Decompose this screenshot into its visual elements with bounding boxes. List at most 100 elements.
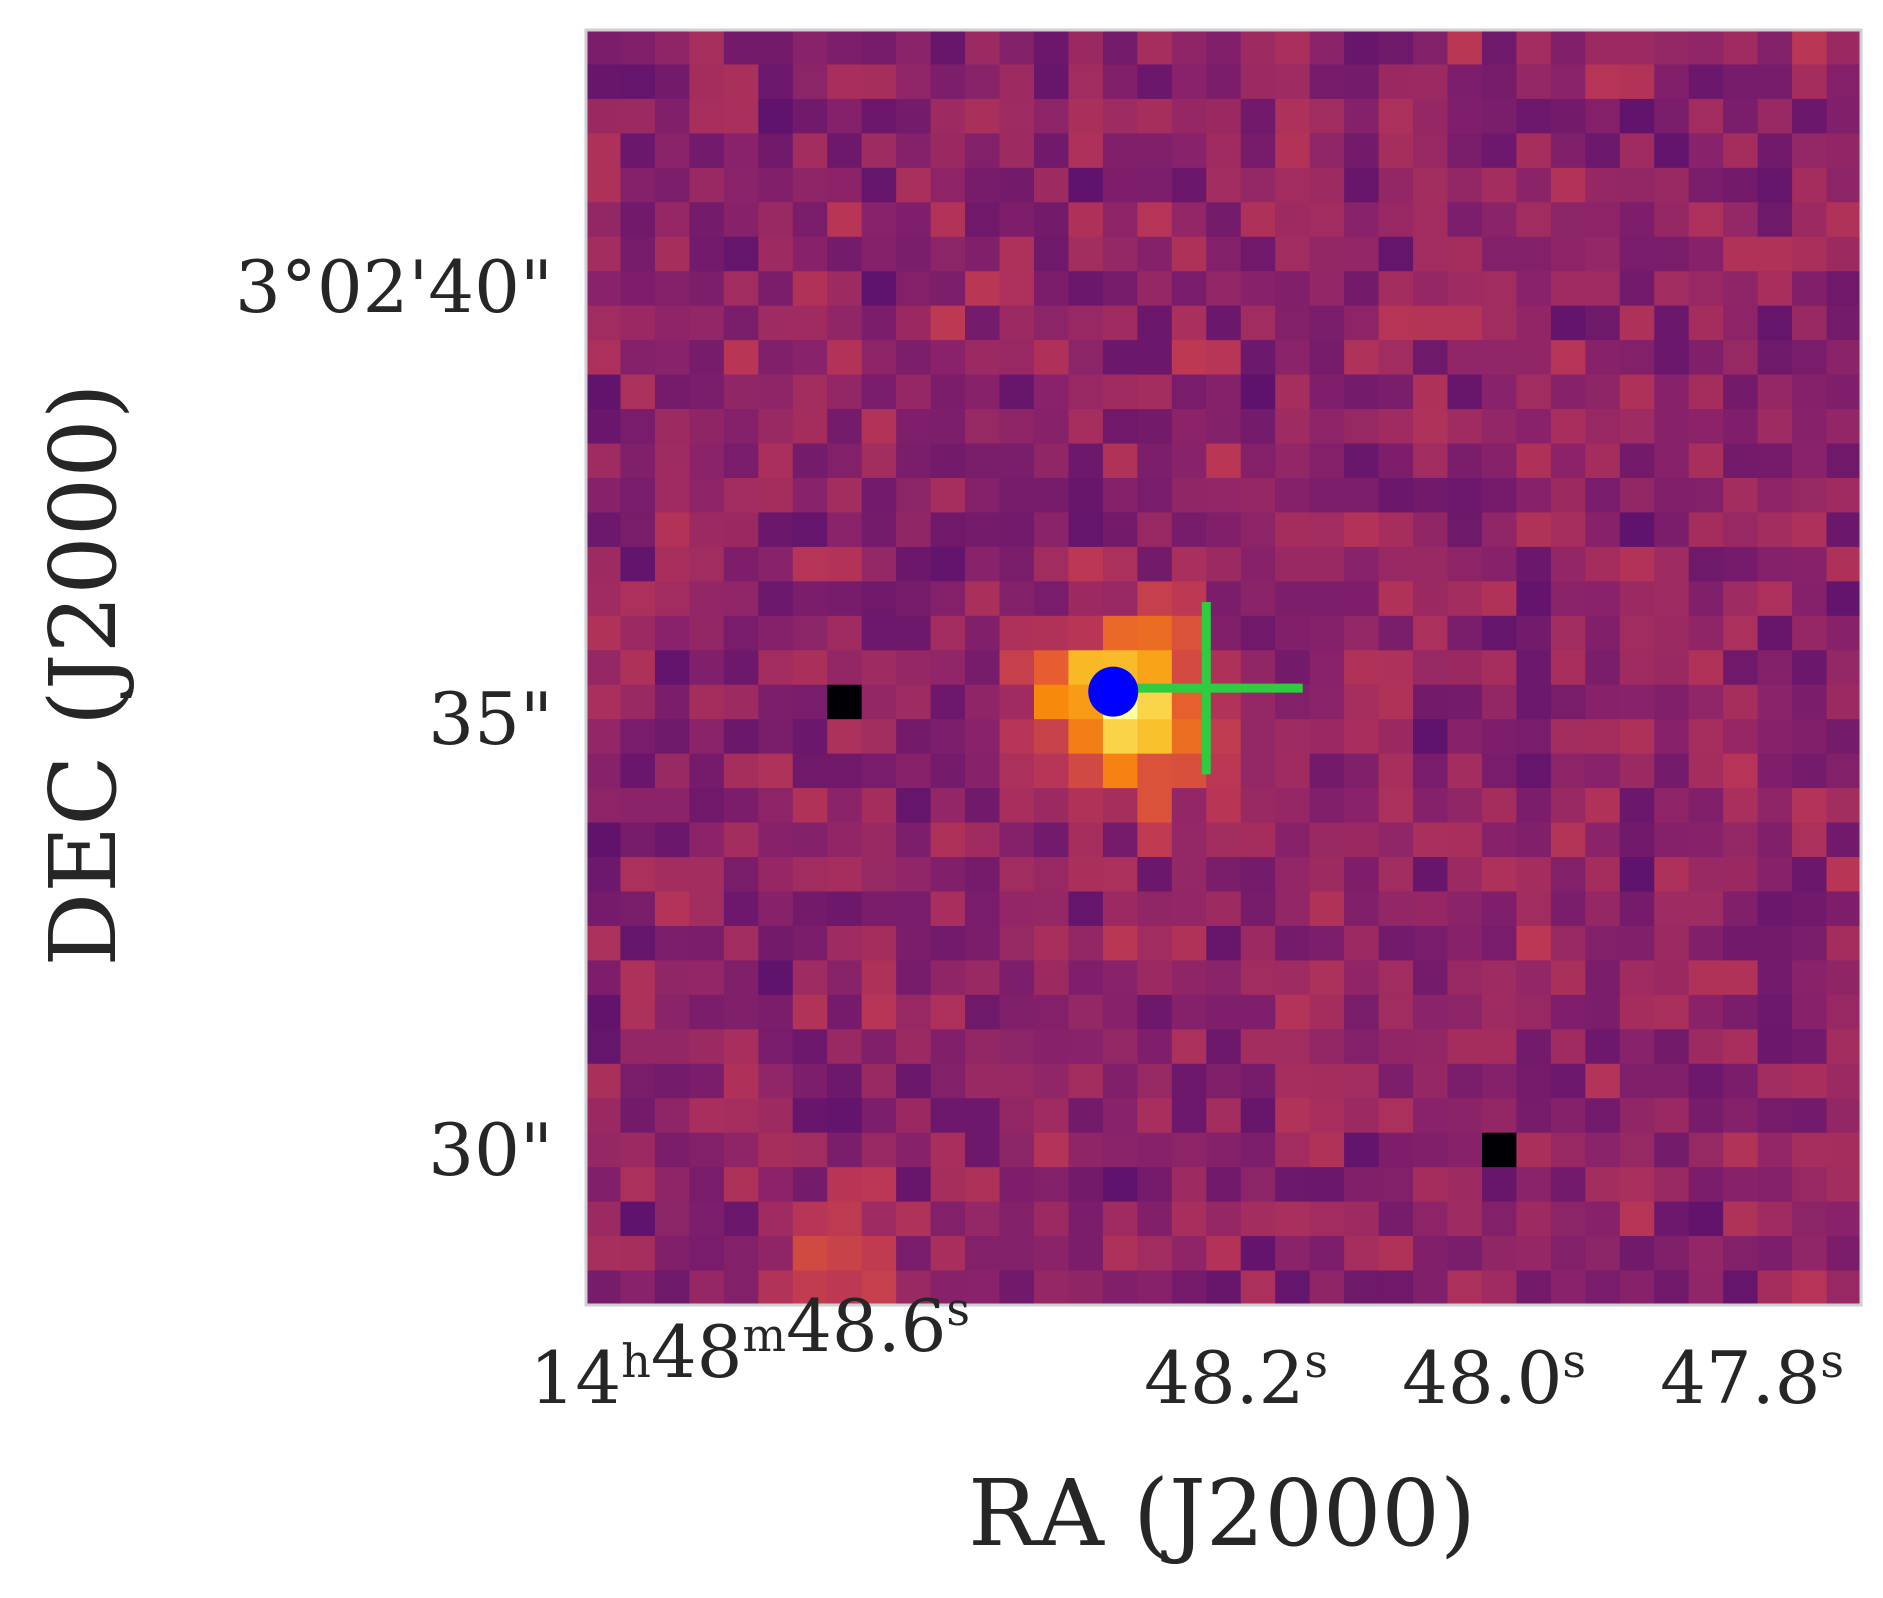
image-pixel [1516, 788, 1552, 824]
image-pixel [586, 615, 622, 651]
image-pixel [689, 753, 725, 789]
image-pixel [689, 443, 725, 479]
image-pixel [1171, 1063, 1207, 1099]
image-pixel [1792, 546, 1828, 582]
image-pixel [1688, 546, 1724, 582]
image-pixel [1688, 753, 1724, 789]
image-pixel [1102, 615, 1138, 651]
image-pixel [1206, 960, 1242, 996]
image-pixel [1792, 167, 1828, 203]
image-pixel [1723, 512, 1759, 548]
image-pixel [896, 305, 932, 341]
image-pixel [1723, 753, 1759, 789]
image-pixel [1378, 546, 1414, 582]
image-pixel [1240, 1201, 1276, 1237]
image-pixel [1378, 1063, 1414, 1099]
image-pixel [1102, 1201, 1138, 1237]
image-pixel [689, 1167, 725, 1203]
image-pixel [792, 1098, 828, 1134]
image-pixel [1206, 305, 1242, 341]
image-pixel [758, 512, 794, 548]
image-pixel [1033, 1270, 1070, 1306]
image-pixel [1413, 98, 1449, 134]
image-pixel [1206, 30, 1242, 66]
image-pixel [999, 650, 1035, 686]
image-pixel [689, 960, 725, 996]
image-pixel [861, 133, 897, 169]
image-pixel [1688, 719, 1724, 755]
image-pixel [1481, 236, 1518, 272]
image-pixel [930, 1029, 966, 1065]
image-pixel [1447, 133, 1483, 169]
image-pixel [1619, 891, 1655, 927]
image-pixel [1757, 1132, 1793, 1168]
image-pixel [1413, 340, 1449, 376]
image-pixel [1550, 1236, 1586, 1272]
image-pixel [792, 98, 828, 134]
image-pixel [1378, 891, 1414, 927]
image-pixel [1826, 167, 1862, 203]
image-pixel [1826, 236, 1862, 272]
image-pixel [965, 374, 1001, 410]
image-pixel [620, 719, 656, 755]
image-pixel [1171, 753, 1207, 789]
image-pixel [586, 30, 622, 66]
image-pixel [1792, 236, 1828, 272]
image-pixel [1413, 1098, 1449, 1134]
image-pixel [965, 719, 1001, 755]
image-pixel [1033, 30, 1070, 66]
image-pixel [1240, 477, 1276, 514]
image-pixel [999, 719, 1035, 755]
image-pixel [1688, 64, 1724, 100]
image-pixel [1102, 236, 1138, 272]
image-pixel [827, 409, 863, 445]
image-pixel [1516, 753, 1552, 789]
image-pixel [1240, 822, 1276, 858]
image-pixel [654, 271, 690, 307]
image-pixel [1654, 1132, 1690, 1168]
image-pixel [896, 1201, 932, 1237]
image-pixel [689, 1132, 725, 1168]
image-pixel [930, 133, 966, 169]
image-pixel [1447, 64, 1483, 100]
image-pixel [1688, 1132, 1724, 1168]
image-pixel [689, 925, 725, 962]
image-pixel [1516, 546, 1552, 582]
y-axis-label: DEC (J2000) [30, 383, 137, 966]
image-pixel [1516, 477, 1552, 514]
image-pixel [1585, 1063, 1621, 1099]
image-pixel [965, 30, 1001, 66]
image-pixel [999, 615, 1035, 651]
image-pixel [620, 374, 656, 410]
image-pixel [792, 1132, 828, 1168]
image-pixel [1481, 891, 1518, 927]
image-pixel [792, 581, 828, 617]
image-pixel [861, 64, 897, 100]
image-pixel [861, 1270, 897, 1306]
image-pixel [723, 64, 759, 100]
image-pixel [723, 1167, 759, 1203]
image-pixel [1206, 1098, 1242, 1134]
image-pixel [1068, 1098, 1104, 1134]
image-pixel [1757, 650, 1793, 686]
image-pixel [1516, 719, 1552, 755]
image-pixel [1033, 753, 1070, 789]
image-pixel [689, 1063, 725, 1099]
image-pixel [1792, 719, 1828, 755]
image-pixel [1275, 650, 1311, 686]
image-pixel [1413, 305, 1449, 341]
image-pixel [1102, 340, 1138, 376]
image-pixel [758, 202, 794, 238]
image-pixel [1447, 1167, 1483, 1203]
image-pixel [1137, 1201, 1173, 1237]
image-pixel [1826, 891, 1862, 927]
image-pixel [792, 994, 828, 1030]
image-pixel [1757, 512, 1793, 548]
image-pixel [1550, 30, 1586, 66]
image-pixel [1619, 202, 1655, 238]
image-pixel [930, 546, 966, 582]
image-pixel [1654, 374, 1690, 410]
image-pixel [1481, 719, 1518, 755]
image-pixel [1550, 925, 1586, 962]
image-pixel [1102, 925, 1138, 962]
